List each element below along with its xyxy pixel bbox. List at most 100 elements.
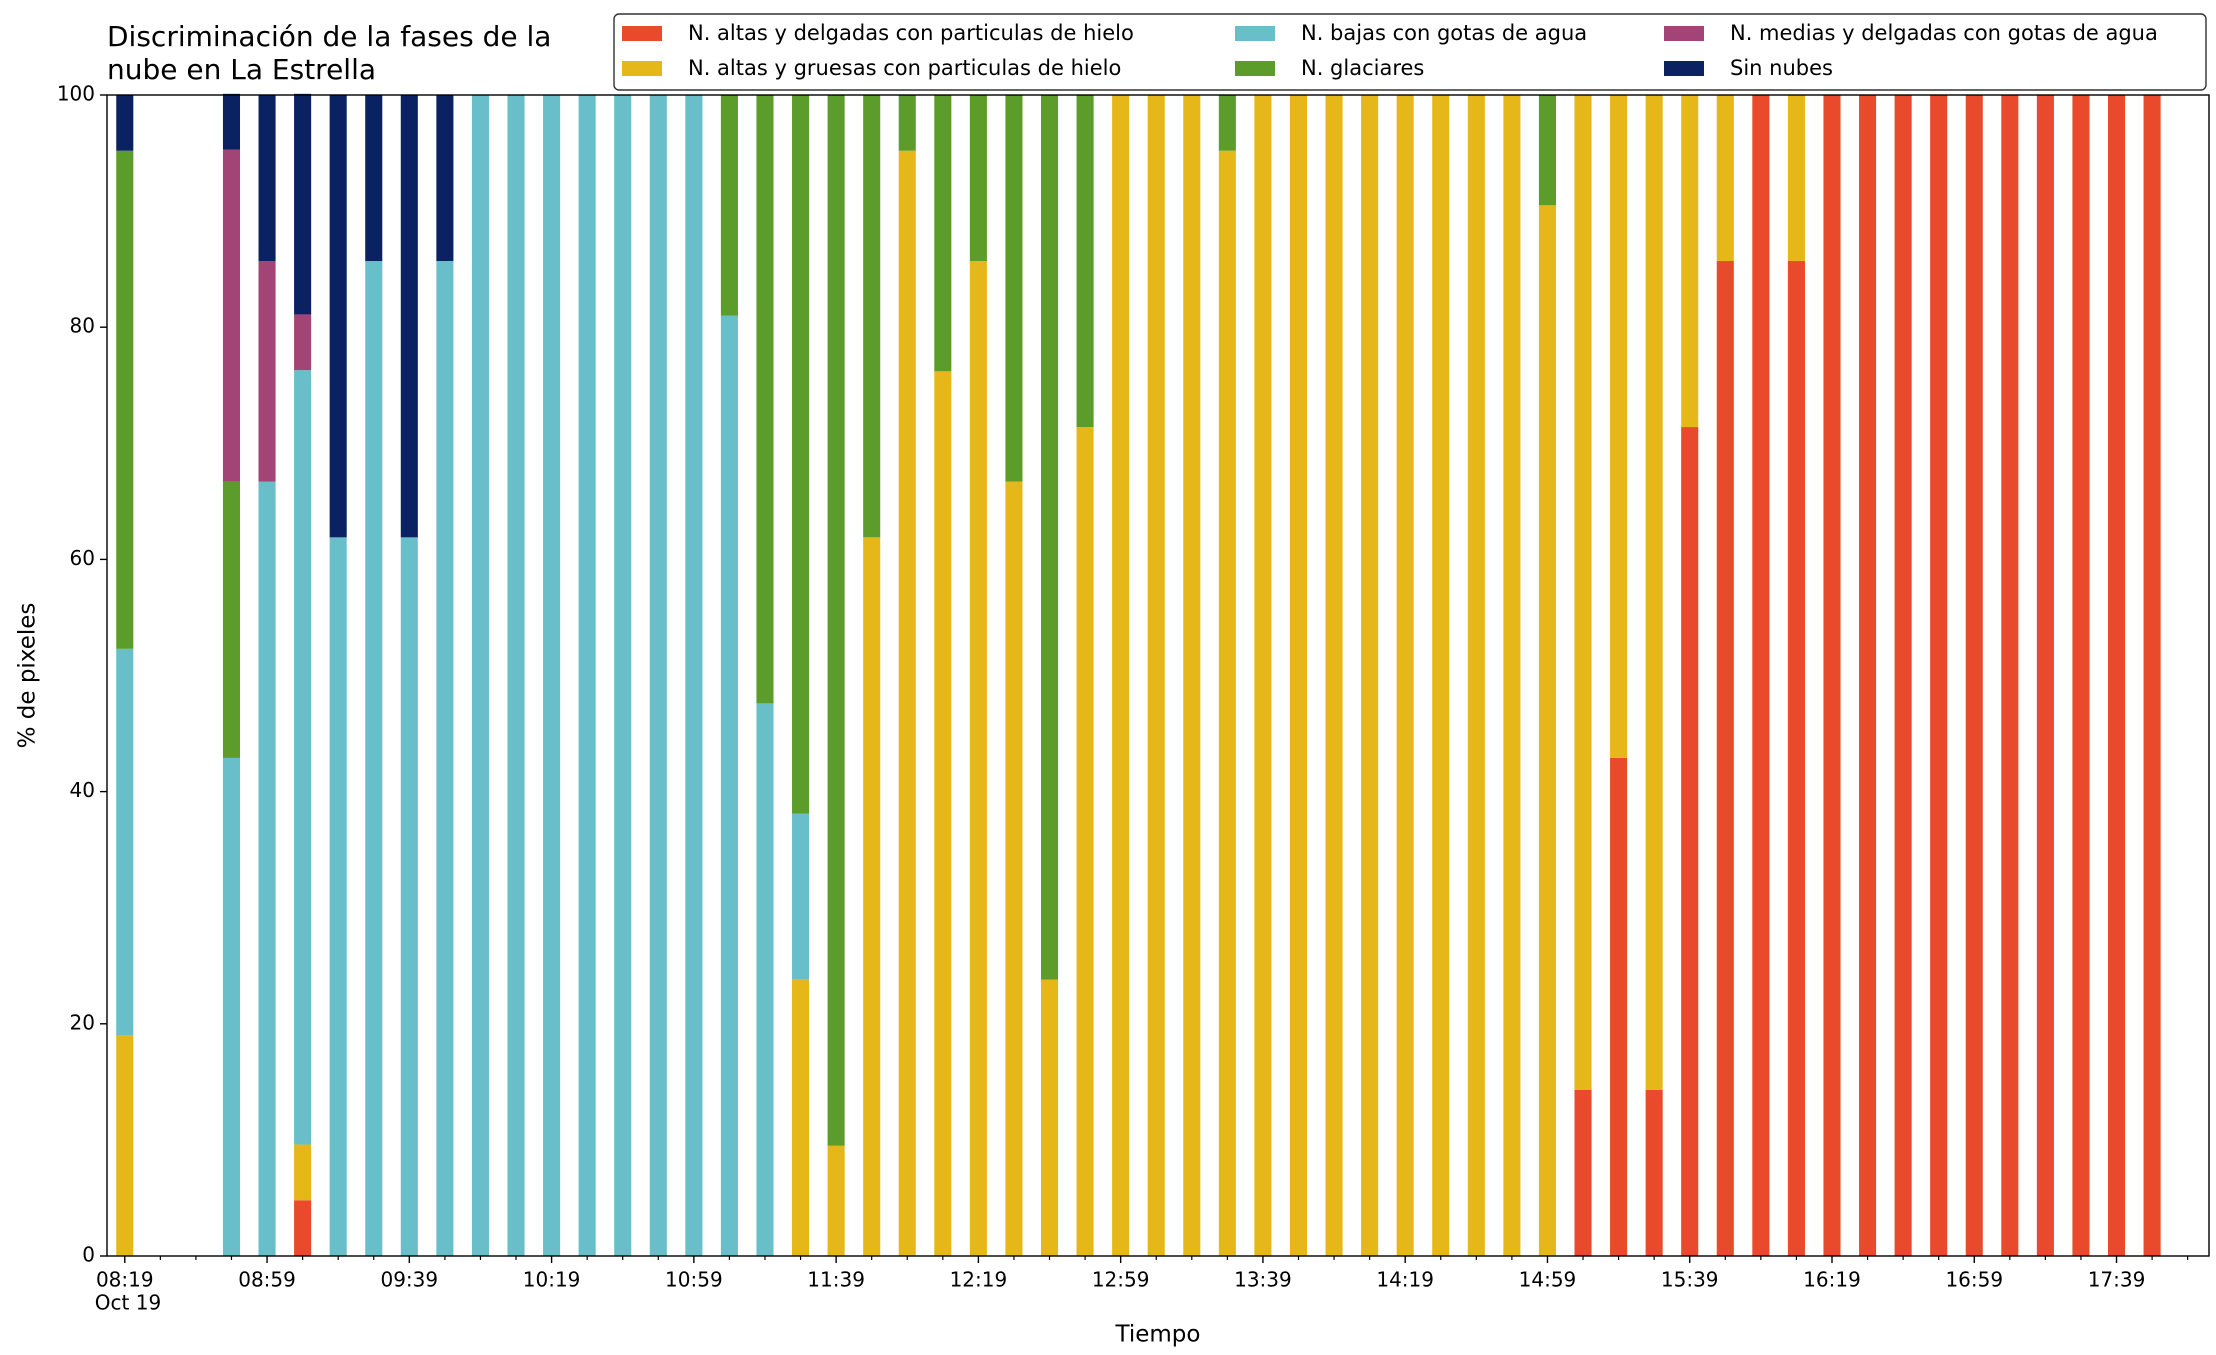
bar-segment xyxy=(258,481,276,1256)
bar-segment xyxy=(1218,95,1236,151)
x-tick-label: 08:19 xyxy=(96,1268,154,1292)
bar-segment xyxy=(507,95,525,1256)
x-tick-label: 13:39 xyxy=(1234,1268,1292,1292)
bar-segment xyxy=(2072,95,2090,1256)
bar-segment xyxy=(1254,95,1272,1256)
legend-swatch xyxy=(1235,26,1275,41)
x-tick-label: 12:59 xyxy=(1092,1268,1150,1292)
bar-segment xyxy=(720,95,738,316)
legend-swatch xyxy=(1664,26,1704,41)
legend-swatch xyxy=(1664,61,1704,76)
x-tick-label: 14:59 xyxy=(1519,1268,1577,1292)
bar-segment xyxy=(1859,95,1877,1256)
bar-segment xyxy=(1681,95,1699,428)
bar-segment xyxy=(258,261,276,482)
x-tick-label: 09:39 xyxy=(380,1268,438,1292)
y-tick-label: 0 xyxy=(82,1243,95,1267)
bar-segment xyxy=(1787,261,1805,1256)
bar-segment xyxy=(543,95,561,1256)
bar-segment xyxy=(1716,95,1734,262)
bar-segment xyxy=(827,95,845,1146)
legend-swatch xyxy=(622,61,662,76)
legend-label: Sin nubes xyxy=(1730,56,1833,80)
y-tick-label: 60 xyxy=(70,546,95,570)
bar-segment xyxy=(720,315,738,1257)
bar-segment xyxy=(222,93,241,150)
bar-segment xyxy=(614,95,632,1256)
bar-segment xyxy=(294,93,312,315)
bar-segment xyxy=(1040,979,1059,1256)
bar-segment xyxy=(329,95,347,538)
bar-segment xyxy=(1289,95,1308,1256)
bar-segment xyxy=(1610,757,1628,1256)
bar-segment xyxy=(1538,95,1556,206)
bar-segment xyxy=(934,95,952,372)
x-date-label: Oct 19 xyxy=(95,1291,161,1315)
bar-segment xyxy=(756,95,774,704)
bar-segment xyxy=(1076,427,1094,1256)
x-tick-label: 14:19 xyxy=(1376,1268,1434,1292)
x-tick-label: 10:19 xyxy=(523,1268,581,1292)
bar-segment xyxy=(365,95,383,262)
y-tick-label: 20 xyxy=(70,1010,95,1034)
bar-segment xyxy=(1005,95,1023,482)
bar-segment xyxy=(116,648,134,1036)
bar-segment xyxy=(365,261,383,1256)
x-tick-label: 11:39 xyxy=(807,1268,865,1292)
legend-swatch xyxy=(622,26,662,41)
bar-segment xyxy=(1076,95,1094,428)
legend-box xyxy=(613,13,2207,91)
bar-segment xyxy=(1147,95,1165,1256)
bar-segment xyxy=(222,757,241,1256)
bar-segment xyxy=(1787,95,1805,262)
x-tick-label: 12:19 xyxy=(950,1268,1008,1292)
bar-segment xyxy=(1574,95,1592,1090)
bar-segment xyxy=(1432,95,1450,1256)
bar-segment xyxy=(222,481,241,758)
bar-segment xyxy=(436,261,454,1256)
bar-segment xyxy=(1610,95,1628,758)
bar-segment xyxy=(1218,150,1236,1256)
bar-segment xyxy=(1645,1089,1663,1256)
bar-segment xyxy=(1467,95,1485,1256)
bar-segment xyxy=(792,979,810,1256)
y-axis-label: % de pixeles xyxy=(15,603,41,749)
bar-segment xyxy=(1325,95,1343,1256)
legend-label: N. altas y delgadas con particulas de hi… xyxy=(688,21,1134,45)
bar-segment xyxy=(827,1145,845,1256)
chart-title: Discriminación de la fases de la nube en… xyxy=(107,20,552,86)
bar-segment xyxy=(969,95,987,262)
x-axis-label: Tiempo xyxy=(1115,1322,1201,1348)
y-tick-label: 80 xyxy=(70,314,95,338)
legend-label: N. bajas con gotas de agua xyxy=(1301,21,1587,45)
bar-segment xyxy=(1716,261,1734,1256)
bar-segment xyxy=(898,95,916,151)
bar-segment xyxy=(1503,95,1521,1256)
legend-label: N. altas y gruesas con particulas de hie… xyxy=(688,56,1121,80)
bar-segment xyxy=(863,537,881,1256)
x-tick-label: 16:59 xyxy=(1945,1268,2003,1292)
bar-segment xyxy=(756,703,774,1256)
bar-segment xyxy=(2036,95,2054,1256)
x-tick-label: 15:39 xyxy=(1661,1268,1719,1292)
bar-segment xyxy=(969,261,987,1256)
bar-segment xyxy=(116,150,134,649)
legend-swatch xyxy=(1235,61,1275,76)
bar-segment xyxy=(400,95,418,538)
bar-segment xyxy=(294,370,312,1145)
bar-segment xyxy=(1823,95,1841,1256)
bar-segment xyxy=(1112,95,1130,1256)
bar-segment xyxy=(1005,481,1023,1256)
bar-segment xyxy=(116,1035,134,1256)
bar-segment xyxy=(1681,427,1699,1256)
x-tick-label: 16:19 xyxy=(1803,1268,1861,1292)
bar-segment xyxy=(1574,1089,1592,1256)
bar-segment xyxy=(1183,95,1201,1256)
bar-segment xyxy=(258,95,276,262)
bar-segment xyxy=(1040,95,1059,980)
bar-segment xyxy=(329,537,347,1256)
bar-segment xyxy=(685,95,703,1256)
bar-segment xyxy=(294,1200,312,1256)
